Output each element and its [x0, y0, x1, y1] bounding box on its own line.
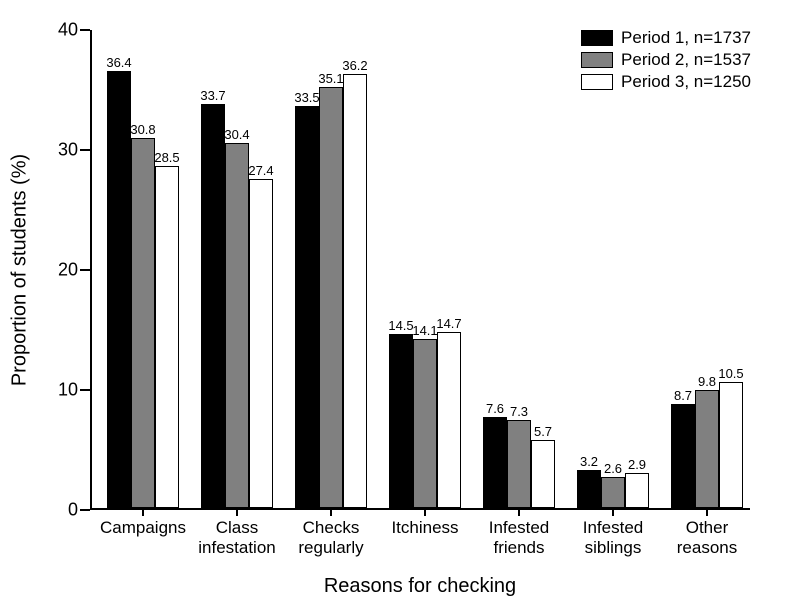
plot-area: 010203040Campaigns36.430.828.5Classinfes… [90, 30, 750, 510]
legend: Period 1, n=1737Period 2, n=1537Period 3… [581, 28, 751, 94]
bar-value-label: 33.5 [294, 90, 319, 105]
x-category-label: Infestedsiblings [583, 518, 644, 557]
y-tick [80, 149, 90, 151]
bar-value-label: 30.8 [130, 122, 155, 137]
bar: 14.7 [437, 332, 461, 508]
bar-value-label: 36.4 [106, 55, 131, 70]
bar: 9.8 [695, 390, 719, 508]
bar-value-label: 27.4 [248, 163, 273, 178]
legend-label: Period 2, n=1537 [621, 50, 751, 70]
bar: 28.5 [155, 166, 179, 508]
legend-swatch [581, 30, 613, 46]
bar: 2.9 [625, 473, 649, 508]
x-category-label: Classinfestation [198, 518, 276, 557]
legend-item: Period 3, n=1250 [581, 72, 751, 92]
x-tick [706, 508, 708, 516]
y-tick [80, 29, 90, 31]
bar: 30.8 [131, 138, 155, 508]
bar-value-label: 7.3 [510, 404, 528, 419]
y-tick-label: 0 [68, 500, 78, 521]
x-category-label: Otherreasons [677, 518, 737, 557]
bar-value-label: 7.6 [486, 401, 504, 416]
bar: 2.6 [601, 477, 625, 508]
x-tick [142, 508, 144, 516]
x-category-label: Itchiness [391, 518, 458, 538]
legend-item: Period 1, n=1737 [581, 28, 751, 48]
bar: 36.2 [343, 74, 367, 508]
bar-value-label: 14.5 [388, 318, 413, 333]
y-tick-label: 20 [58, 260, 78, 281]
y-axis-label: Proportion of students (%) [9, 154, 32, 386]
bar-value-label: 10.5 [718, 366, 743, 381]
x-category-label: Infestedfriends [489, 518, 550, 557]
bar-value-label: 35.1 [318, 71, 343, 86]
bar: 10.5 [719, 382, 743, 508]
bar-value-label: 9.8 [698, 374, 716, 389]
bar-chart: Proportion of students (%) Reasons for c… [0, 0, 791, 607]
y-tick [80, 389, 90, 391]
bar-value-label: 5.7 [534, 424, 552, 439]
x-tick [518, 508, 520, 516]
bar: 14.1 [413, 339, 437, 508]
bar: 35.1 [319, 87, 343, 508]
bar-value-label: 2.9 [628, 457, 646, 472]
bar-value-label: 3.2 [580, 454, 598, 469]
bar-value-label: 36.2 [342, 58, 367, 73]
x-category-label: Checksregularly [298, 518, 363, 557]
legend-item: Period 2, n=1537 [581, 50, 751, 70]
x-axis-label: Reasons for checking [324, 575, 516, 598]
bar-value-label: 2.6 [604, 461, 622, 476]
y-tick-label: 10 [58, 380, 78, 401]
bar: 7.3 [507, 420, 531, 508]
bar-value-label: 30.4 [224, 127, 249, 142]
bar: 33.5 [295, 106, 319, 508]
legend-label: Period 3, n=1250 [621, 72, 751, 92]
bar: 8.7 [671, 404, 695, 508]
bar-value-label: 14.1 [412, 323, 437, 338]
bar: 30.4 [225, 143, 249, 508]
y-tick-label: 30 [58, 140, 78, 161]
bar: 5.7 [531, 440, 555, 508]
y-tick [80, 269, 90, 271]
bar: 3.2 [577, 470, 601, 508]
bar-value-label: 28.5 [154, 150, 179, 165]
y-tick [80, 509, 90, 511]
bar-value-label: 14.7 [436, 316, 461, 331]
bar: 33.7 [201, 104, 225, 508]
bar: 27.4 [249, 179, 273, 508]
x-tick [424, 508, 426, 516]
bar-value-label: 8.7 [674, 388, 692, 403]
x-tick [236, 508, 238, 516]
legend-swatch [581, 74, 613, 90]
legend-swatch [581, 52, 613, 68]
x-category-label: Campaigns [100, 518, 186, 538]
legend-label: Period 1, n=1737 [621, 28, 751, 48]
x-tick [330, 508, 332, 516]
x-tick [612, 508, 614, 516]
bar: 14.5 [389, 334, 413, 508]
bar: 36.4 [107, 71, 131, 508]
bar: 7.6 [483, 417, 507, 508]
bar-value-label: 33.7 [200, 88, 225, 103]
y-tick-label: 40 [58, 20, 78, 41]
